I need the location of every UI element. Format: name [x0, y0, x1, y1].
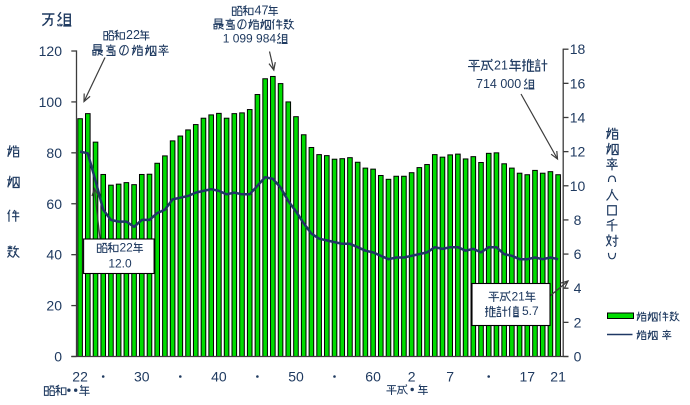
svg-text:100: 100 — [39, 94, 63, 110]
svg-text:8: 8 — [574, 212, 582, 228]
svg-text:714 000: 714 000 — [476, 77, 521, 91]
svg-text:5.7: 5.7 — [522, 304, 539, 318]
svg-text:30: 30 — [134, 369, 150, 385]
svg-text:22: 22 — [126, 28, 140, 42]
svg-text:80: 80 — [46, 145, 62, 161]
svg-text:21: 21 — [550, 369, 566, 385]
svg-text:60: 60 — [46, 196, 62, 212]
svg-text:6: 6 — [574, 246, 582, 262]
svg-text:12: 12 — [570, 144, 586, 160]
svg-text:47: 47 — [255, 4, 269, 18]
svg-text:18: 18 — [570, 41, 586, 57]
svg-text:21: 21 — [512, 289, 526, 303]
svg-text:60: 60 — [365, 369, 381, 385]
svg-text:7: 7 — [446, 369, 454, 385]
svg-text:0: 0 — [54, 349, 62, 365]
svg-text:2: 2 — [408, 369, 416, 385]
svg-text:12.0: 12.0 — [108, 257, 132, 271]
svg-text:22: 22 — [120, 241, 134, 255]
svg-text:17: 17 — [520, 369, 536, 385]
svg-text:10: 10 — [570, 178, 586, 194]
svg-text:4: 4 — [574, 280, 582, 296]
svg-text:40: 40 — [211, 369, 227, 385]
svg-text:2: 2 — [574, 314, 582, 330]
svg-text:1 099 984: 1 099 984 — [223, 31, 277, 45]
svg-text:40: 40 — [46, 247, 62, 263]
svg-text:21: 21 — [494, 58, 508, 72]
svg-text:0: 0 — [574, 349, 582, 365]
svg-text:16: 16 — [570, 75, 586, 91]
svg-text:50: 50 — [288, 369, 304, 385]
svg-text:22: 22 — [72, 369, 88, 385]
svg-text:120: 120 — [39, 43, 63, 59]
svg-text:20: 20 — [46, 298, 62, 314]
svg-text:14: 14 — [570, 110, 586, 126]
